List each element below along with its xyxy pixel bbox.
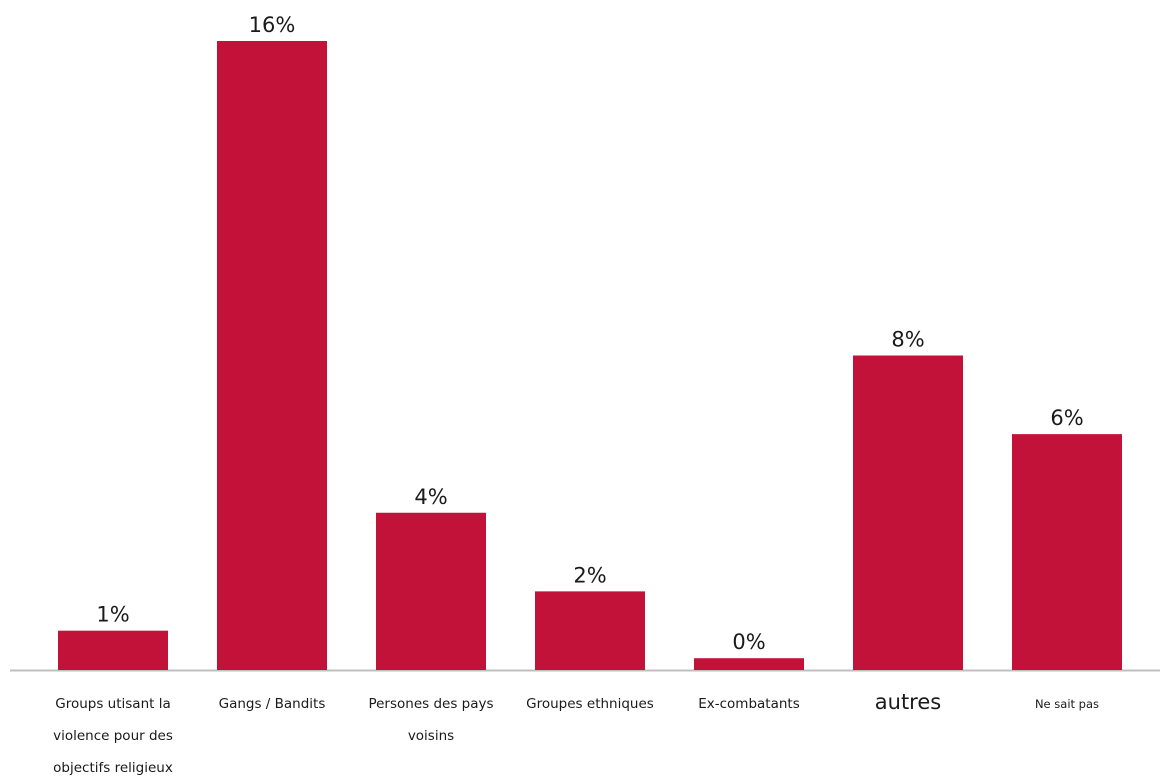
data-label-5: 8% [891, 328, 924, 352]
data-label-3: 2% [573, 563, 606, 587]
data-label-2: 4% [414, 485, 447, 509]
category-label-3-line-0: Groupes ethniques [526, 696, 654, 712]
data-label-4: 0% [732, 630, 765, 654]
data-label-1: 16% [249, 13, 296, 37]
bar-6 [1012, 434, 1122, 670]
bar-5 [853, 355, 963, 670]
bar-3 [535, 591, 645, 670]
bar-2 [376, 512, 486, 670]
bar-4 [694, 658, 804, 670]
category-label-1-line-0: Gangs / Bandits [219, 696, 326, 712]
category-label-2-line-0: Persones des pays [368, 696, 493, 712]
bar-0 [58, 630, 168, 670]
category-label-5-line-0: autres [875, 690, 941, 714]
data-label-6: 6% [1050, 406, 1083, 430]
category-label-0-line-2: objectifs religieux [53, 760, 173, 776]
category-label-0-line-1: violence pour des [53, 728, 173, 744]
category-label-2-line-1: voisins [408, 728, 454, 744]
data-label-0: 1% [96, 603, 129, 627]
bar-1 [217, 41, 327, 670]
category-label-4-line-0: Ex-combatants [698, 696, 800, 712]
category-label-0-line-0: Groups utisant la [55, 696, 171, 712]
category-label-6-line-0: Ne sait pas [1035, 697, 1099, 711]
